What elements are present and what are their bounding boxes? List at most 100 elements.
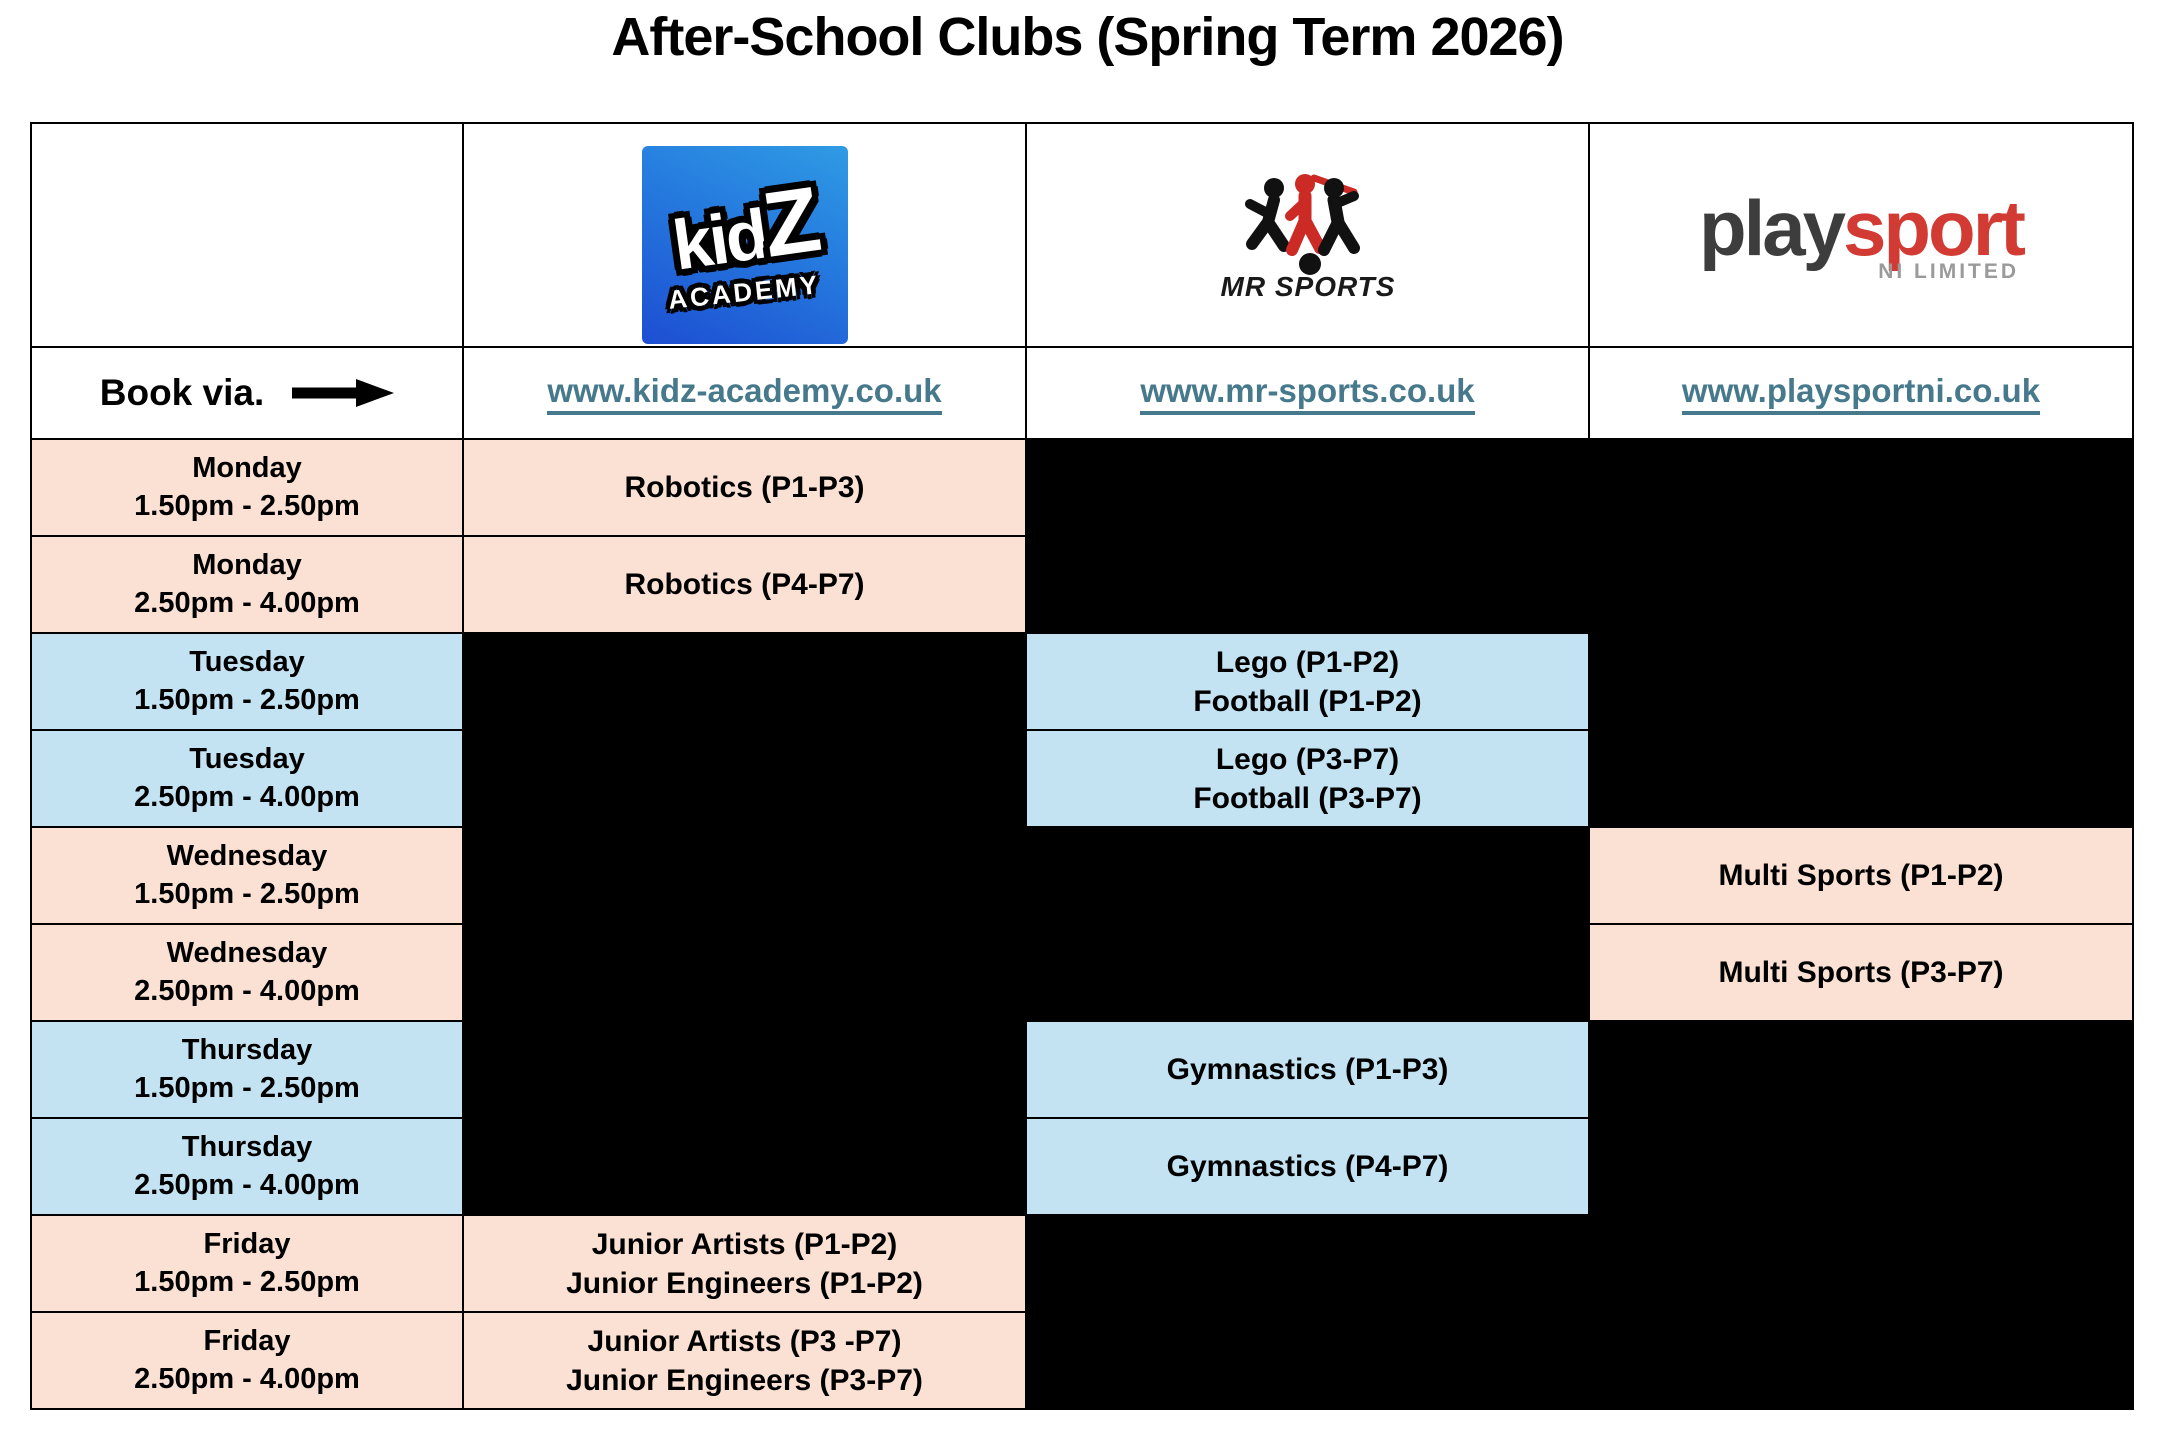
cell-monday-150-kidz: Robotics (P1-P3)	[464, 440, 1025, 535]
kidz-url-cell: www.kidz-academy.co.uk	[464, 348, 1025, 438]
right-arrow-icon	[290, 379, 395, 407]
timeslot-monday-250: Monday 2.50pm - 4.00pm	[32, 537, 462, 632]
cell-friday-150-mr-blocked	[1027, 1216, 1588, 1311]
kidz-academy-logo: kidZ ACADEMY	[641, 146, 848, 344]
cell-tuesday-250-mr: Lego (P3-P7) Football (P3-P7)	[1027, 731, 1588, 826]
cell-friday-250-kidz: Junior Artists (P3 -P7) Junior Engineers…	[464, 1313, 1025, 1408]
activity-label: Robotics (P4-P7)	[624, 568, 865, 601]
day-label: Wednesday	[166, 937, 328, 970]
timeslot-monday-150: Monday 1.50pm - 2.50pm	[32, 440, 462, 535]
activity-label: Robotics (P1-P3)	[624, 471, 865, 504]
cell-tuesday-250-kidz-blocked	[464, 731, 1025, 826]
time-label: 2.50pm - 4.00pm	[134, 974, 360, 1007]
cell-thursday-250-kidz-blocked	[464, 1119, 1025, 1214]
activity-label: Football (P3-P7)	[1193, 781, 1422, 815]
activity-label: Junior Engineers (P1-P2)	[566, 1266, 923, 1300]
day-label: Tuesday	[189, 646, 305, 679]
time-label: 2.50pm - 4.00pm	[134, 586, 360, 619]
book-via-cell: Book via.	[32, 348, 462, 438]
activity-label: Football (P1-P2)	[1193, 684, 1422, 718]
timeslot-friday-150: Friday 1.50pm - 2.50pm	[32, 1216, 462, 1311]
cell-wednesday-150-playsport: Multi Sports (P1-P2)	[1590, 828, 2132, 923]
cell-wednesday-250-playsport: Multi Sports (P3-P7)	[1590, 925, 2132, 1020]
timeslot-wednesday-250: Wednesday 2.50pm - 4.00pm	[32, 925, 462, 1020]
mr-sports-link[interactable]: www.mr-sports.co.uk	[1140, 372, 1475, 415]
time-label: 1.50pm - 2.50pm	[134, 1071, 360, 1104]
cell-wednesday-250-kidz-blocked	[464, 925, 1025, 1020]
day-label: Thursday	[181, 1131, 313, 1164]
timeslot-thursday-250: Thursday 2.50pm - 4.00pm	[32, 1119, 462, 1214]
playsport-subtitle: NI LIMITED	[1878, 259, 2020, 283]
day-label: Wednesday	[166, 840, 328, 873]
cell-thursday-250-playsport-blocked	[1590, 1119, 2132, 1214]
activity-label: Multi Sports (P1-P2)	[1718, 859, 2004, 892]
mr-sports-logo-text: MR SPORTS	[1220, 271, 1395, 300]
cell-thursday-150-playsport-blocked	[1590, 1022, 2132, 1117]
timeslot-tuesday-150: Tuesday 1.50pm - 2.50pm	[32, 634, 462, 729]
kidz-academy-link[interactable]: www.kidz-academy.co.uk	[547, 372, 942, 415]
activity-label: Junior Artists (P1-P2)	[591, 1227, 898, 1261]
header-empty-cell	[32, 124, 462, 346]
time-label: 1.50pm - 2.50pm	[134, 877, 360, 910]
cell-wednesday-150-mr-blocked	[1027, 828, 1588, 923]
cell-wednesday-150-kidz-blocked	[464, 828, 1025, 923]
cell-friday-250-playsport-blocked	[1590, 1313, 2132, 1408]
playsport-sport-text: sport	[1843, 183, 2026, 272]
header-playsport-cell: playsport NI LIMITED	[1590, 124, 2132, 346]
timeslot-tuesday-250: Tuesday 2.50pm - 4.00pm	[32, 731, 462, 826]
header-mr-sports-cell: MR SPORTS	[1027, 124, 1588, 346]
cell-monday-250-kidz: Robotics (P4-P7)	[464, 537, 1025, 632]
header-kidz-academy-cell: kidZ ACADEMY	[464, 124, 1025, 346]
playsport-logo: playsport NI LIMITED	[1699, 189, 2026, 283]
book-via-label: Book via.	[99, 372, 265, 413]
mr-sports-logo: MR SPORTS	[1188, 170, 1428, 300]
cell-thursday-150-kidz-blocked	[464, 1022, 1025, 1117]
cell-monday-150-playsport-blocked	[1590, 440, 2132, 535]
time-label: 2.50pm - 4.00pm	[134, 1168, 360, 1201]
day-label: Friday	[203, 1325, 291, 1358]
kidz-logo-kid-text: kid	[668, 194, 771, 285]
mr-sports-url-cell: www.mr-sports.co.uk	[1027, 348, 1588, 438]
activity-label: Junior Engineers (P3-P7)	[566, 1363, 923, 1397]
time-label: 2.50pm - 4.00pm	[134, 1362, 360, 1395]
time-label: 2.50pm - 4.00pm	[134, 780, 360, 813]
mr-sports-figures-icon: MR SPORTS	[1220, 174, 1395, 300]
timeslot-thursday-150: Thursday 1.50pm - 2.50pm	[32, 1022, 462, 1117]
playsport-wordmark: playsport	[1699, 189, 2026, 267]
cell-tuesday-150-mr: Lego (P1-P2) Football (P1-P2)	[1027, 634, 1588, 729]
time-label: 1.50pm - 2.50pm	[134, 683, 360, 716]
activity-label: Lego (P3-P7)	[1215, 742, 1400, 776]
cell-monday-250-playsport-blocked	[1590, 537, 2132, 632]
cell-thursday-150-mr: Gymnastics (P1-P3)	[1027, 1022, 1588, 1117]
day-label: Monday	[192, 452, 302, 485]
cell-thursday-250-mr: Gymnastics (P4-P7)	[1027, 1119, 1588, 1214]
clubs-timetable: kidZ ACADEMY	[30, 122, 2134, 1410]
cell-friday-250-mr-blocked	[1027, 1313, 1588, 1408]
day-label: Thursday	[181, 1034, 313, 1067]
day-label: Tuesday	[189, 743, 305, 776]
day-label: Friday	[203, 1228, 291, 1261]
cell-wednesday-250-mr-blocked	[1027, 925, 1588, 1020]
activity-label: Multi Sports (P3-P7)	[1718, 956, 2004, 989]
cell-monday-150-mr-blocked	[1027, 440, 1588, 535]
page-title: After-School Clubs (Spring Term 2026)	[611, 7, 1564, 67]
playsport-link[interactable]: www.playsportni.co.uk	[1681, 372, 2041, 415]
cell-monday-250-mr-blocked	[1027, 537, 1588, 632]
cell-friday-150-kidz: Junior Artists (P1-P2) Junior Engineers …	[464, 1216, 1025, 1311]
cell-tuesday-250-playsport-blocked	[1590, 731, 2132, 826]
cell-friday-150-playsport-blocked	[1590, 1216, 2132, 1311]
cell-tuesday-150-playsport-blocked	[1590, 634, 2132, 729]
time-label: 1.50pm - 2.50pm	[134, 1265, 360, 1298]
timeslot-friday-250: Friday 2.50pm - 4.00pm	[32, 1313, 462, 1408]
activity-label: Junior Artists (P3 -P7)	[587, 1324, 902, 1358]
day-label: Monday	[192, 549, 302, 582]
playsport-play-text: play	[1698, 183, 1846, 272]
activity-label: Gymnastics (P4-P7)	[1166, 1150, 1449, 1183]
timeslot-wednesday-150: Wednesday 1.50pm - 2.50pm	[32, 828, 462, 923]
time-label: 1.50pm - 2.50pm	[134, 489, 360, 522]
kidz-logo-wordmark: kidZ	[666, 168, 823, 285]
activity-label: Gymnastics (P1-P3)	[1166, 1053, 1449, 1086]
activity-label: Lego (P1-P2)	[1215, 645, 1400, 679]
playsport-url-cell: www.playsportni.co.uk	[1590, 348, 2132, 438]
